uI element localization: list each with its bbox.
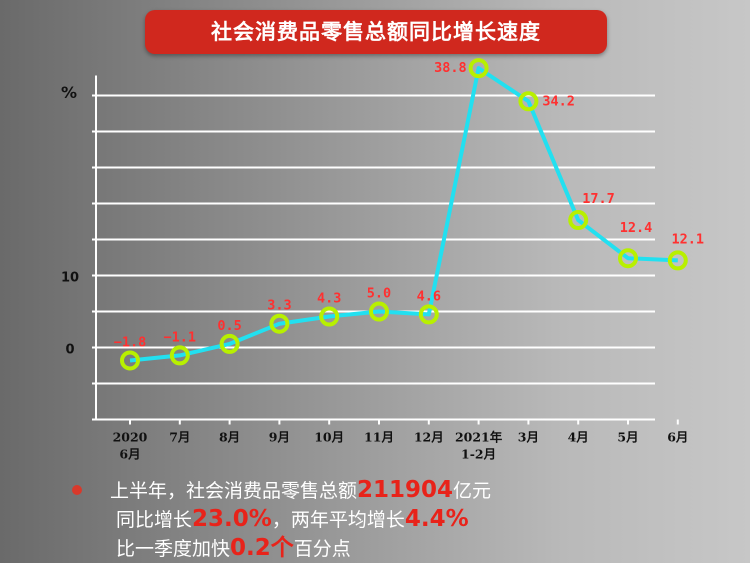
x-tick-label: 4月 bbox=[568, 430, 589, 445]
y-tick-label: 10 bbox=[61, 271, 79, 286]
data-point-marker bbox=[169, 345, 190, 366]
data-point-marker bbox=[219, 333, 240, 354]
summary-notes: 上半年，社会消费品零售总额211904亿元 同比增长23.0%，两年平均增长4.… bbox=[72, 476, 732, 563]
data-point-marker bbox=[618, 248, 638, 269]
note-line-1: 上半年，社会消费品零售总额211904亿元 bbox=[72, 476, 732, 505]
x-tick-label: 10月 bbox=[314, 430, 344, 445]
data-value-label: 0.5 bbox=[217, 318, 241, 334]
note-text: 同比增长 bbox=[116, 509, 193, 531]
data-point-marker bbox=[667, 250, 688, 271]
data-point-marker bbox=[418, 304, 439, 325]
x-tick-label: 7月 bbox=[169, 430, 190, 445]
data-value-label: −1.1 bbox=[164, 329, 197, 345]
data-value-label: 38.8 bbox=[434, 60, 467, 76]
data-point-marker bbox=[468, 58, 489, 79]
x-tick-label: 11月 bbox=[364, 430, 394, 445]
note-highlight: 211904 bbox=[357, 477, 454, 503]
note-highlight: 0.2个 bbox=[230, 535, 294, 561]
data-value-label: 12.4 bbox=[620, 220, 653, 236]
note-text: 百分点 bbox=[293, 538, 351, 560]
data-point-marker bbox=[319, 306, 340, 327]
note-text: 比一季度加快 bbox=[116, 538, 231, 560]
data-point-marker bbox=[120, 350, 140, 371]
note-text: 上半年，社会消费品零售总额 bbox=[110, 480, 358, 502]
x-tick-label: 6月 bbox=[667, 430, 688, 445]
x-tick-label: 12月 bbox=[414, 430, 444, 445]
note-line-2: 同比增长23.0%，两年平均增长4.4% bbox=[72, 505, 732, 534]
data-value-label: −1.8 bbox=[114, 334, 147, 350]
data-value-label: 5.0 bbox=[367, 286, 391, 302]
data-value-label: 4.3 bbox=[317, 291, 341, 307]
note-line-3: 比一季度加快0.2个百分点 bbox=[72, 534, 732, 563]
y-unit-label: % bbox=[61, 83, 77, 102]
series-line bbox=[129, 66, 678, 363]
data-point-marker bbox=[568, 210, 589, 231]
data-value-label: 34.2 bbox=[542, 93, 575, 109]
data-value-label: 4.6 bbox=[417, 288, 441, 304]
x-tick-label: 2020 6月 bbox=[113, 430, 148, 462]
x-tick-label: 2021年 1-2月 bbox=[455, 430, 503, 462]
data-point-marker bbox=[518, 91, 539, 112]
note-text: 亿元 bbox=[453, 480, 492, 502]
data-point-marker bbox=[269, 313, 290, 334]
data-value-label: 12.1 bbox=[672, 231, 705, 247]
x-tick-label: 3月 bbox=[518, 430, 539, 445]
x-tick-label: 8月 bbox=[219, 430, 240, 445]
y-tick-label: 0 bbox=[65, 343, 74, 358]
data-value-label: 3.3 bbox=[267, 298, 291, 314]
note-highlight: 4.4% bbox=[404, 506, 469, 532]
chart-title: 社会消费品零售总额同比增长速度 bbox=[145, 10, 607, 54]
x-tick-label: 5月 bbox=[617, 430, 638, 445]
x-tick-label: 9月 bbox=[269, 430, 290, 445]
grid-lines bbox=[92, 94, 655, 421]
note-highlight: 23.0% bbox=[192, 506, 272, 532]
data-value-label: 17.7 bbox=[582, 191, 615, 207]
data-point-marker bbox=[369, 301, 389, 322]
note-text: ，两年平均增长 bbox=[271, 509, 405, 531]
bullet-icon bbox=[72, 485, 82, 495]
